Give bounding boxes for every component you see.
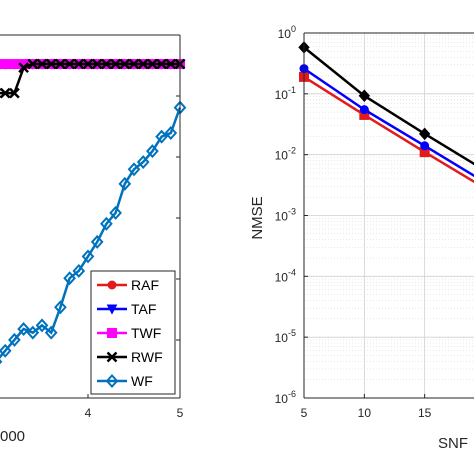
data-point [0, 343, 12, 358]
data-point [119, 58, 131, 70]
data-point [8, 332, 21, 347]
data-point [54, 300, 67, 315]
legend-marker [105, 374, 119, 388]
series-rwf [0, 58, 186, 99]
legend-entry-wf: WF [97, 373, 153, 389]
data-point [27, 58, 39, 70]
left-x-tick-label: 4 [85, 406, 92, 420]
right-y-tick-label: 10-1 [275, 85, 296, 102]
data-point [82, 58, 94, 70]
data-point [55, 58, 66, 70]
data-point [17, 322, 30, 337]
data-point [164, 126, 178, 140]
data-point [136, 155, 150, 170]
right-y-tick-label: 10-4 [275, 267, 296, 284]
data-point [91, 58, 103, 70]
data-point [0, 87, 11, 99]
data-point [36, 58, 48, 70]
nmse-series-0 [299, 71, 474, 184]
data-point [165, 58, 177, 70]
series-wf [0, 100, 187, 365]
data-point [72, 263, 86, 278]
series-line [303, 67, 474, 178]
data-point [9, 87, 20, 99]
legend-label: TAF [131, 301, 156, 317]
legend-label: RAF [131, 277, 159, 293]
legend: RAF TAF TWF RWF WF [90, 270, 176, 395]
data-point [35, 318, 49, 333]
right-x-axis-label: SNF [438, 435, 468, 452]
series-line [303, 46, 474, 166]
legend-entry-twf: TWF [97, 325, 161, 341]
data-point [63, 271, 76, 286]
right-ticks: 5 10 15 100 10-1 10-2 10-3 10-4 10-5 10-6 [275, 24, 432, 420]
legend-label: WF [131, 373, 153, 389]
legend-marker [107, 280, 117, 290]
legend-marker [107, 328, 117, 338]
data-point [137, 58, 149, 70]
data-point [420, 141, 430, 151]
data-point [146, 144, 159, 159]
data-point [118, 176, 132, 191]
data-point [45, 58, 57, 70]
right-x-tick-label: 10 [358, 406, 372, 420]
data-point [358, 89, 371, 102]
series-line [303, 75, 474, 184]
legend-label: RWF [131, 349, 163, 365]
left-axes-frame [0, 34, 181, 399]
right-chart: 5 10 15 100 10-1 10-2 10-3 10-4 10-5 10-6 NMSE SN… [249, 24, 474, 452]
right-y-axis-label: NMSE [249, 196, 266, 239]
data-point [90, 234, 104, 249]
legend-marker [106, 304, 118, 315]
nmse-series-2 [298, 41, 474, 166]
right-x-tick-label: 15 [418, 406, 432, 420]
legend-entry-raf: RAF [97, 277, 159, 293]
data-point [156, 58, 167, 70]
data-point [109, 205, 122, 220]
right-y-tick-label: 10-2 [275, 146, 296, 163]
data-point [0, 59, 11, 70]
right-y-tick-label: 10-6 [275, 389, 296, 406]
right-grid [304, 33, 474, 399]
data-point [110, 58, 121, 70]
data-point [18, 62, 29, 74]
data-point [359, 105, 369, 115]
data-point [128, 58, 140, 70]
right-y-tick-label: 100 [278, 24, 296, 41]
right-y-tick-label: 10-3 [275, 207, 296, 224]
data-point [26, 325, 40, 340]
data-point [100, 216, 113, 231]
right-x-tick-label: 5 [301, 406, 308, 420]
data-point [101, 58, 112, 70]
data-point [44, 325, 58, 340]
legend-label: TWF [131, 325, 161, 341]
data-point [147, 58, 158, 70]
data-point [73, 58, 85, 70]
right-y-tick-label: 10-5 [275, 328, 296, 345]
legend-entry-taf: TAF [97, 301, 156, 317]
data-point [418, 127, 431, 141]
left-x-axis-label: 000 [0, 428, 25, 445]
legend-marker [106, 351, 118, 363]
data-point [9, 59, 20, 70]
legend-entry-rwf: RWF [97, 349, 163, 365]
data-point [155, 129, 168, 144]
data-point [81, 249, 95, 264]
data-point [127, 162, 141, 177]
left-x-tick-label: 5 [177, 406, 184, 420]
data-point [64, 58, 75, 70]
